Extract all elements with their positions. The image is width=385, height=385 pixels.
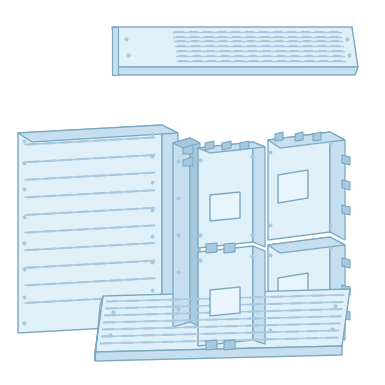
Polygon shape — [268, 237, 330, 342]
Polygon shape — [183, 157, 193, 166]
Polygon shape — [190, 138, 200, 327]
Polygon shape — [162, 125, 178, 325]
Polygon shape — [112, 27, 358, 67]
Polygon shape — [342, 285, 350, 295]
Polygon shape — [253, 246, 265, 344]
Polygon shape — [240, 141, 249, 150]
Polygon shape — [342, 310, 350, 320]
Polygon shape — [210, 287, 240, 316]
Polygon shape — [295, 132, 303, 141]
Polygon shape — [95, 289, 350, 352]
Polygon shape — [18, 125, 178, 142]
Polygon shape — [342, 258, 350, 268]
Polygon shape — [198, 142, 253, 248]
Polygon shape — [206, 340, 217, 350]
Polygon shape — [268, 132, 330, 240]
Polygon shape — [268, 132, 345, 148]
Polygon shape — [278, 273, 308, 305]
Polygon shape — [112, 27, 118, 75]
Polygon shape — [95, 346, 342, 361]
Polygon shape — [118, 67, 358, 75]
Polygon shape — [205, 141, 214, 150]
Polygon shape — [224, 340, 235, 350]
Polygon shape — [313, 132, 321, 141]
Polygon shape — [342, 205, 350, 215]
Polygon shape — [342, 155, 350, 165]
Polygon shape — [173, 138, 200, 148]
Polygon shape — [198, 142, 265, 153]
Polygon shape — [275, 132, 283, 141]
Polygon shape — [198, 246, 253, 346]
Polygon shape — [330, 132, 345, 240]
Polygon shape — [210, 192, 240, 221]
Polygon shape — [173, 138, 190, 327]
Polygon shape — [268, 237, 345, 253]
Polygon shape — [342, 180, 350, 190]
Polygon shape — [183, 145, 193, 154]
Polygon shape — [253, 142, 265, 247]
Polygon shape — [206, 243, 217, 253]
Polygon shape — [330, 237, 345, 340]
Polygon shape — [278, 170, 308, 203]
Polygon shape — [222, 141, 231, 150]
Polygon shape — [224, 243, 235, 253]
Polygon shape — [95, 296, 103, 361]
Polygon shape — [18, 125, 162, 333]
